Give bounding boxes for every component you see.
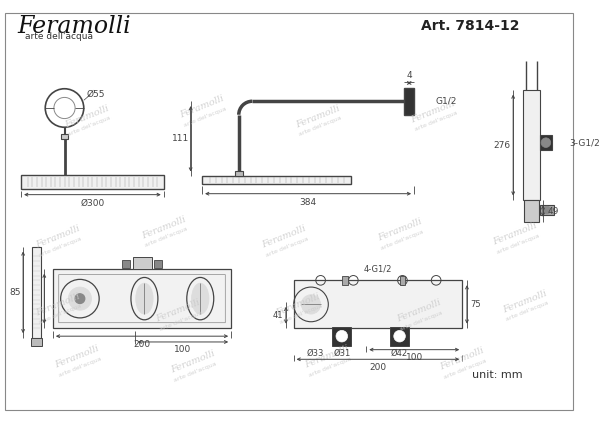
Ellipse shape	[191, 283, 209, 314]
Bar	[293, 280, 462, 329]
Text: Feramolli: Feramolli	[260, 224, 308, 250]
Bar	[32, 247, 41, 338]
Circle shape	[336, 330, 347, 342]
Bar	[332, 327, 352, 346]
Text: Feramolli: Feramolli	[63, 104, 110, 129]
Circle shape	[394, 330, 406, 342]
Bar	[53, 269, 231, 329]
Bar	[540, 205, 554, 215]
Text: arte del'acqua: arte del'acqua	[299, 115, 343, 137]
Text: 85: 85	[10, 288, 21, 297]
Text: arte del'acqua: arte del'acqua	[159, 310, 203, 332]
Text: arte del'acqua: arte del'acqua	[67, 115, 112, 137]
Text: arte del'acqua: arte del'acqua	[173, 361, 218, 383]
Text: arte del'acqua: arte del'acqua	[506, 300, 550, 322]
Text: Feramolli: Feramolli	[140, 214, 187, 240]
Text: arte del'acqua: arte del'acqua	[443, 358, 487, 380]
Text: 200: 200	[370, 363, 386, 373]
Text: Ø42: Ø42	[391, 349, 408, 358]
Text: Feramolli: Feramolli	[501, 288, 548, 314]
Text: arte del'acqua: arte del'acqua	[400, 310, 444, 332]
Bar	[154, 260, 162, 268]
Text: arte del'acqua: arte del'acqua	[380, 229, 425, 251]
Text: 3-G1/2: 3-G1/2	[569, 138, 600, 147]
Text: 100: 100	[406, 353, 423, 362]
Bar	[235, 170, 242, 176]
Bar	[61, 134, 68, 139]
Text: arte del'acqua: arte del'acqua	[145, 226, 188, 248]
Text: Feramolli: Feramolli	[395, 298, 442, 324]
Text: Feramolli: Feramolli	[294, 104, 341, 129]
Text: Feramolli: Feramolli	[439, 346, 485, 372]
Bar	[202, 176, 352, 184]
Text: Feramolli: Feramolli	[34, 224, 81, 250]
Text: 49: 49	[548, 206, 559, 216]
Text: arte del'acqua: arte del'acqua	[183, 106, 227, 127]
Text: Feramolli: Feramolli	[17, 15, 131, 38]
Text: Feramolli: Feramolli	[179, 94, 226, 120]
Text: Feramolli: Feramolli	[169, 349, 216, 375]
Text: Feramolli: Feramolli	[155, 298, 202, 324]
Text: Feramolli: Feramolli	[491, 221, 539, 247]
Bar	[390, 327, 409, 346]
Text: Feramolli: Feramolli	[304, 344, 351, 371]
Text: Art. 7814-12: Art. 7814-12	[421, 19, 519, 33]
Text: Feramolli: Feramolli	[376, 217, 423, 243]
Circle shape	[75, 294, 85, 303]
Bar	[540, 135, 551, 150]
Text: arte del'acqua: arte del'acqua	[265, 236, 309, 258]
Text: 75: 75	[470, 300, 481, 309]
Text: Feramolli: Feramolli	[275, 291, 322, 317]
Text: Ø55: Ø55	[87, 90, 106, 99]
Text: 41: 41	[273, 311, 283, 320]
Bar	[122, 260, 130, 268]
Text: 4-G1/2: 4-G1/2	[364, 264, 392, 273]
Text: G1/2: G1/2	[435, 97, 457, 106]
Bar	[133, 257, 152, 269]
Ellipse shape	[136, 283, 153, 314]
Bar	[31, 338, 43, 346]
Bar	[21, 176, 164, 189]
Text: unit: mm: unit: mm	[472, 370, 523, 380]
Circle shape	[543, 206, 551, 214]
Text: 111: 111	[172, 135, 190, 143]
Text: arte dell'acqua: arte dell'acqua	[25, 32, 93, 41]
Text: 384: 384	[299, 198, 317, 207]
Bar	[524, 201, 539, 222]
Text: arte del'acqua: arte del'acqua	[38, 236, 83, 258]
Text: arte del'acqua: arte del'acqua	[308, 356, 352, 378]
Circle shape	[301, 295, 320, 314]
Text: Feramolli: Feramolli	[53, 344, 100, 371]
Bar	[404, 88, 414, 115]
Text: 276: 276	[493, 140, 510, 150]
Text: Feramolli: Feramolli	[34, 291, 81, 317]
Text: arte del'acqua: arte del'acqua	[58, 356, 102, 378]
Bar	[342, 275, 347, 285]
Circle shape	[68, 287, 91, 310]
Text: 4: 4	[406, 71, 412, 80]
Text: Ø31: Ø31	[333, 349, 350, 358]
Text: arte del'acqua: arte del'acqua	[496, 233, 540, 255]
Text: arte del'acqua: arte del'acqua	[279, 303, 323, 325]
Text: arte del'acqua: arte del'acqua	[414, 111, 458, 132]
Text: arte del'acqua: arte del'acqua	[38, 303, 83, 325]
Text: 200: 200	[133, 341, 151, 349]
Circle shape	[541, 138, 551, 148]
Bar	[523, 90, 540, 201]
Text: Ø33: Ø33	[306, 349, 323, 358]
Text: Feramolli: Feramolli	[410, 99, 457, 125]
Text: Ø300: Ø300	[80, 199, 104, 208]
Text: 100: 100	[175, 345, 191, 354]
Bar	[400, 275, 406, 285]
